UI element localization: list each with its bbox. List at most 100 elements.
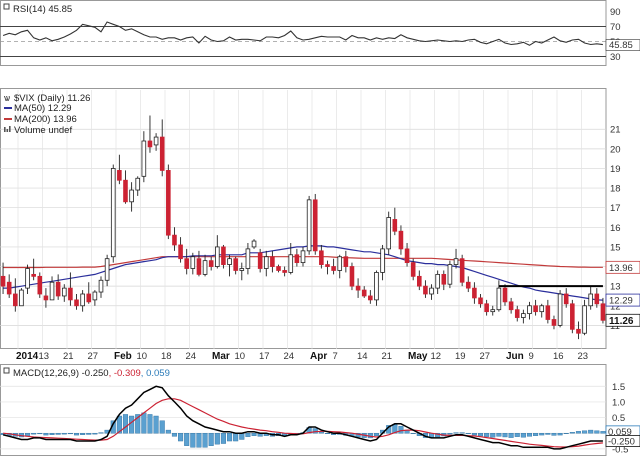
date-tick-label: 21 — [63, 351, 74, 362]
rsi-collapse-icon[interactable] — [3, 3, 10, 10]
candle — [551, 315, 557, 330]
candle — [404, 243, 410, 267]
candle — [508, 297, 514, 314]
candle-body-down — [465, 281, 471, 289]
price-tick-label: 16 — [610, 223, 621, 234]
candle-body-up — [227, 258, 232, 265]
rsi-header: RSI(14) 45.85 — [3, 3, 72, 15]
candle — [239, 262, 245, 281]
candle-body-down — [361, 289, 367, 297]
rsi-tick-label: 90 — [610, 7, 621, 18]
candle — [98, 276, 104, 298]
candle — [135, 176, 141, 196]
candle — [31, 258, 36, 281]
candle-body-up — [25, 268, 30, 289]
candle-body-down — [166, 170, 171, 236]
candle-body-down — [423, 285, 428, 295]
macd-histogram-bar — [37, 433, 43, 435]
candle — [166, 164, 171, 240]
candle-body-up — [527, 305, 532, 315]
candle-body-down — [368, 295, 373, 301]
candle-body-down — [86, 293, 92, 303]
candle — [251, 239, 257, 249]
candle-body-down — [196, 258, 202, 275]
candle-body-up — [129, 189, 134, 203]
price-value-tag — [605, 313, 640, 327]
candle — [533, 299, 538, 316]
macd-histogram-bar — [398, 426, 404, 434]
candle-body-down — [478, 297, 483, 305]
candle — [410, 258, 416, 281]
candle-body-down — [172, 234, 177, 246]
candle-body-up — [380, 248, 385, 273]
price-title: $VIX (Daily) 11.26 — [14, 93, 90, 104]
candle — [172, 227, 177, 251]
candle-body-up — [61, 287, 67, 297]
date-tick-label: Mar — [212, 351, 230, 362]
candle — [478, 294, 483, 308]
rsi-tick-label: 30 — [610, 52, 621, 63]
candle-body-up — [19, 289, 24, 307]
macd-tick-label: 1.0 — [612, 397, 625, 408]
macd-label: MACD(12,26,9) -0.250 — [13, 368, 109, 379]
macd-histogram-bar — [594, 430, 600, 434]
candle-body-down — [600, 303, 606, 321]
volume-legend-label: Volume undef — [14, 125, 72, 136]
candle-body-down — [514, 309, 520, 318]
candle-body-down — [594, 293, 600, 305]
macd-histogram-bar — [569, 432, 575, 434]
macd-collapse-icon[interactable] — [3, 367, 10, 374]
price-tick-label: 15 — [610, 242, 621, 253]
macd-histogram-bar — [533, 433, 539, 436]
candle-body-down — [55, 281, 61, 297]
macd-histogram-bar — [214, 433, 220, 445]
macd-histogram-bar — [98, 432, 104, 434]
candle — [80, 290, 85, 312]
candle — [417, 270, 422, 291]
macd-histogram-bar — [545, 433, 551, 435]
ma50-legend-label: MA(50) 12.29 — [14, 103, 72, 114]
candle — [147, 115, 153, 153]
candle-body-down — [178, 244, 183, 260]
candle-body-down — [502, 287, 508, 303]
price-tick-label: 12 — [610, 301, 621, 312]
candle — [196, 250, 202, 277]
macd-title: MACD(12,26,9) -0.250, -0.309, 0.059 — [13, 368, 170, 379]
candle — [392, 207, 398, 236]
macd-histogram-bar — [490, 433, 496, 438]
candle-body-down — [13, 293, 18, 307]
candle-body-up — [582, 305, 587, 334]
date-tick-label: 16 — [553, 351, 564, 362]
macd-histogram-bar — [520, 433, 526, 438]
macd-value-tag — [605, 435, 640, 447]
candle — [472, 282, 477, 304]
macd-histogram-bar — [147, 414, 153, 434]
macd-histogram-bar — [496, 433, 502, 437]
macd-histogram-bar — [465, 433, 471, 435]
macd-histogram-bar — [447, 433, 453, 435]
macd-histogram-bar — [312, 428, 318, 434]
candle — [588, 286, 593, 310]
date-tick-label: 12 — [431, 351, 442, 362]
date-tick-label: 27 — [480, 351, 491, 362]
candle-body-down — [282, 270, 287, 273]
macd-histogram-bar — [86, 433, 92, 435]
macd-histogram-bar — [582, 430, 588, 434]
macd-signal-label: , -0.309 — [109, 368, 141, 379]
chart-menu-icon[interactable]: ѡ — [4, 93, 10, 104]
candle — [325, 260, 330, 275]
macd-histogram-bar — [526, 433, 533, 437]
candle-body-down — [355, 285, 361, 291]
candle-body-down — [276, 266, 281, 271]
candle-body-up — [215, 246, 220, 267]
candle — [398, 225, 404, 255]
candle — [435, 270, 440, 294]
candle-body-down — [398, 230, 404, 250]
candle-body-down — [159, 136, 165, 171]
candle — [123, 170, 128, 204]
macd-histogram-bar — [116, 415, 122, 434]
candle — [331, 258, 336, 275]
candle — [527, 301, 532, 320]
candle-body-down — [343, 256, 349, 267]
price-value-tag-text: 11.26 — [609, 316, 634, 327]
